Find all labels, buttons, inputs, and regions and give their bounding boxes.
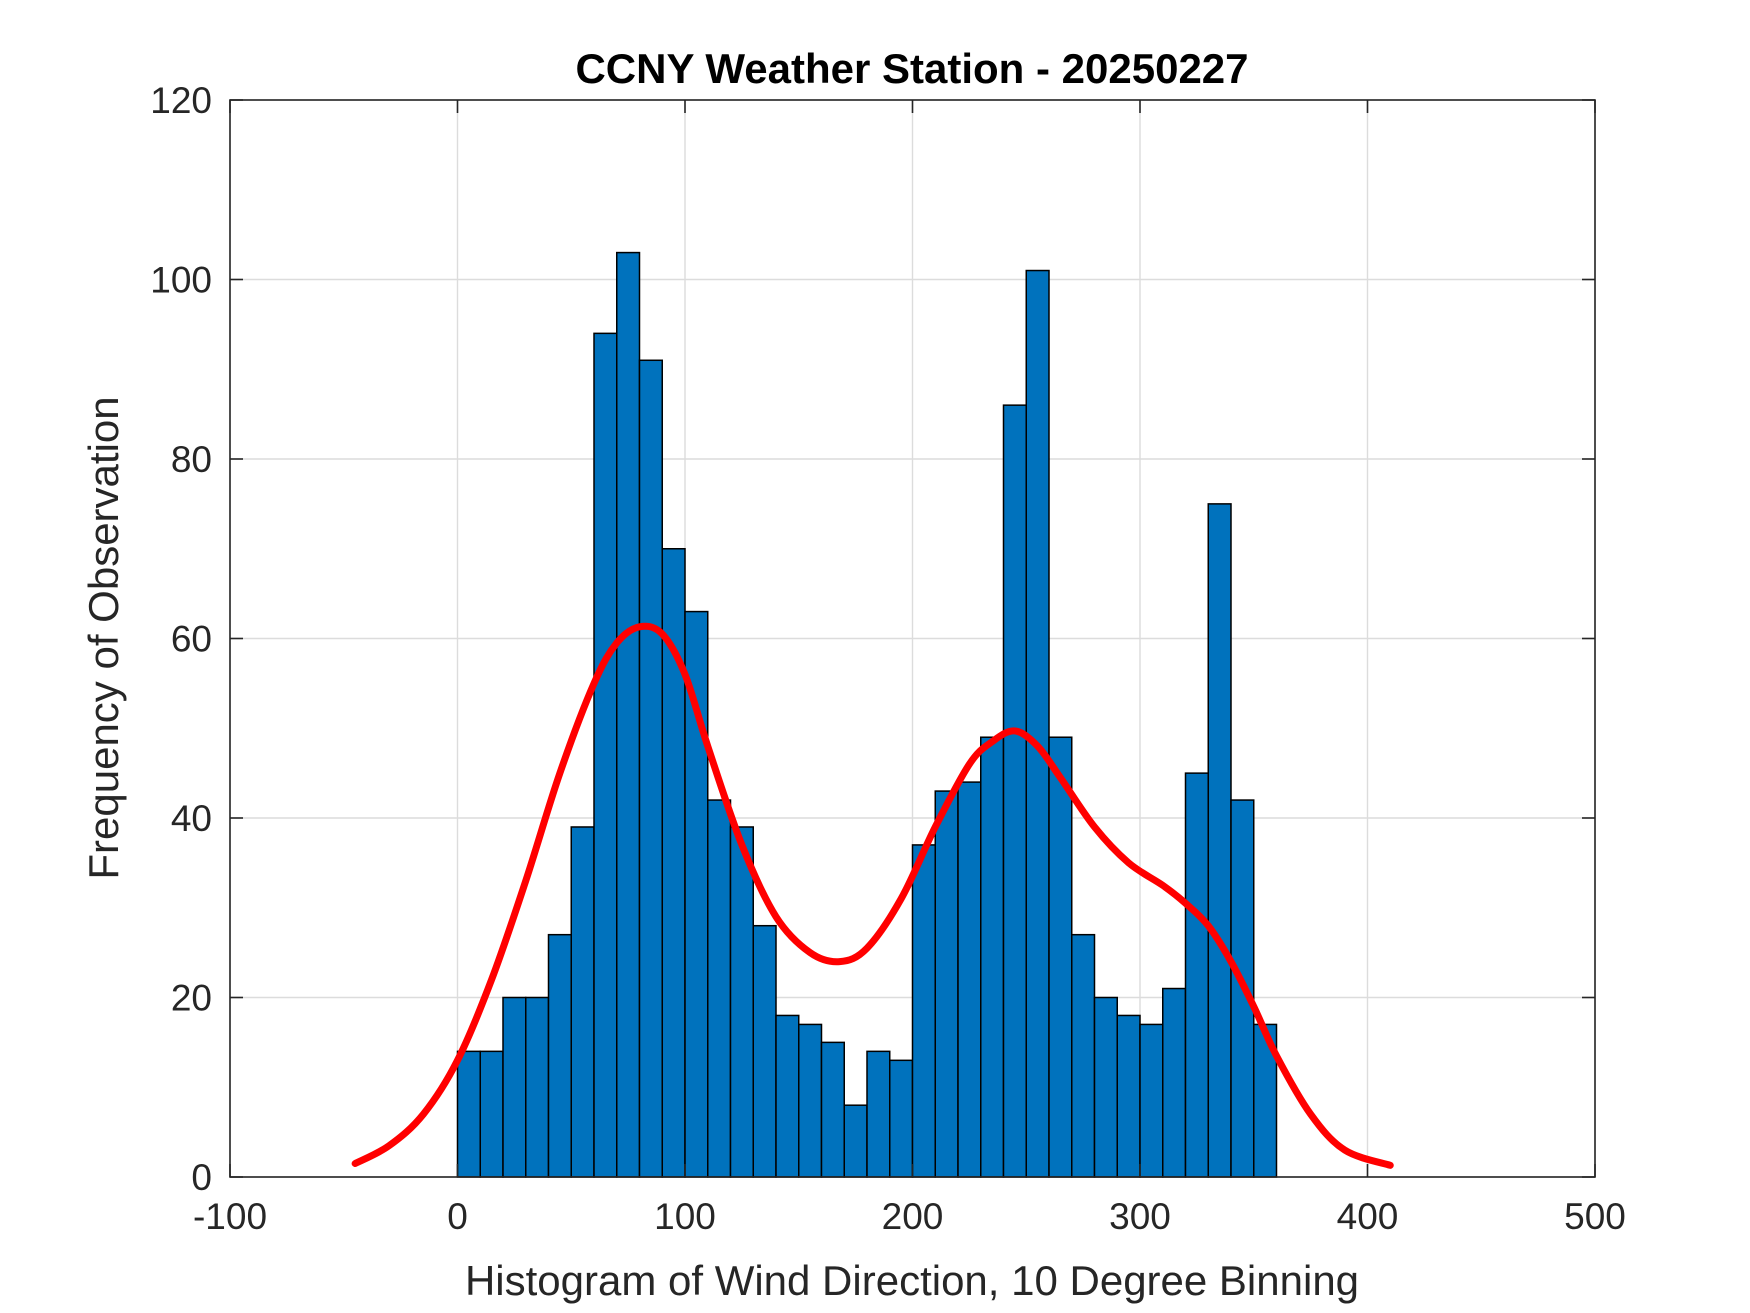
- histogram-bar: [1162, 987, 1187, 1178]
- x-tick-label: 300: [1109, 1196, 1171, 1237]
- histogram-bar: [911, 844, 936, 1178]
- density-curve-line: [351, 622, 1394, 1169]
- histogram-bar: [456, 1050, 481, 1178]
- y-tick-label: 0: [191, 1157, 212, 1198]
- y-tick-label: 100: [150, 260, 212, 301]
- histogram-bar: [684, 610, 709, 1178]
- histogram-bar: [502, 996, 527, 1178]
- x-tick-label: 0: [447, 1196, 468, 1237]
- histogram-bar: [889, 1059, 914, 1178]
- histogram-bar: [934, 790, 959, 1178]
- histogram-bar: [1116, 1014, 1141, 1178]
- histogram-bar: [616, 251, 641, 1178]
- y-axis-label: Frequency of Observation: [80, 396, 127, 879]
- histogram-bar: [525, 996, 550, 1178]
- histogram-bar: [1002, 404, 1027, 1178]
- y-tick-label: 20: [171, 978, 212, 1019]
- axis-ticks: [229, 99, 1596, 1178]
- density-curve-layer: [351, 622, 1394, 1169]
- histogram-bar: [1184, 772, 1209, 1178]
- y-tick-labels: 0 20 40 60 80 100 120: [150, 80, 212, 1198]
- x-tick-label: 400: [1337, 1196, 1399, 1237]
- histogram-bar: [1048, 736, 1073, 1178]
- histogram-bar: [479, 1050, 504, 1178]
- x-tick-label: 500: [1564, 1196, 1626, 1237]
- histogram-bar: [707, 799, 732, 1178]
- histogram-bar: [752, 924, 777, 1178]
- histogram-bar: [820, 1041, 845, 1178]
- histogram-bar: [843, 1104, 868, 1178]
- histogram-bar: [775, 1014, 800, 1178]
- histogram-bar: [1071, 933, 1096, 1178]
- x-tick-label: -100: [193, 1196, 267, 1237]
- x-tick-label: 200: [882, 1196, 944, 1237]
- y-tick-label: 40: [171, 798, 212, 839]
- x-tick-label: 100: [654, 1196, 716, 1237]
- y-tick-label: 60: [171, 619, 212, 660]
- chart-title: CCNY Weather Station - 20250227: [575, 45, 1248, 92]
- x-tick-labels: -100 0 100 200 300 400 500: [193, 1196, 1626, 1237]
- histogram-bar: [638, 359, 663, 1178]
- histogram-bar: [729, 826, 754, 1178]
- y-tick-label: 120: [150, 80, 212, 121]
- histogram-bar: [866, 1050, 891, 1178]
- histogram-bar: [1093, 996, 1118, 1178]
- histogram-bar: [570, 826, 595, 1178]
- histogram-bar: [1139, 1023, 1164, 1178]
- histogram-bar: [980, 736, 1005, 1178]
- histogram-bar: [798, 1023, 823, 1178]
- histogram-bar: [547, 933, 572, 1178]
- histogram-bar: [957, 781, 982, 1178]
- histogram-bar: [1207, 503, 1232, 1178]
- histogram-bar: [1025, 269, 1050, 1178]
- x-axis-label: Histogram of Wind Direction, 10 Degree B…: [465, 1257, 1359, 1304]
- y-tick-label: 80: [171, 439, 212, 480]
- histogram-bar: [593, 332, 618, 1178]
